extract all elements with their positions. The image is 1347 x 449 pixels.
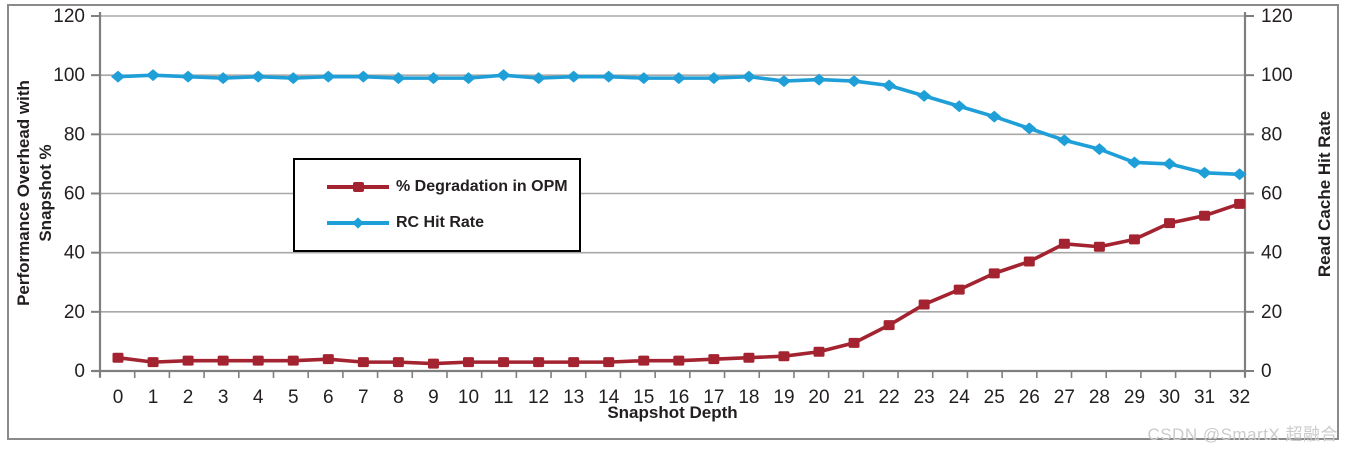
svg-text:21: 21 bbox=[843, 387, 864, 408]
svg-text:18: 18 bbox=[738, 387, 759, 408]
svg-text:30: 30 bbox=[1159, 387, 1180, 408]
svg-text:0: 0 bbox=[1261, 361, 1272, 382]
svg-text:25: 25 bbox=[984, 387, 1005, 408]
svg-text:40: 40 bbox=[64, 243, 85, 264]
axes bbox=[92, 12, 1247, 377]
svg-text:11: 11 bbox=[494, 387, 514, 408]
svg-text:10: 10 bbox=[458, 387, 479, 408]
svg-text:3: 3 bbox=[218, 387, 229, 408]
svg-text:22: 22 bbox=[879, 387, 900, 408]
svg-text:2: 2 bbox=[183, 387, 194, 408]
legend-label-degradation-in-opm: % Degradation in OPM bbox=[396, 178, 568, 195]
svg-text:120: 120 bbox=[53, 6, 85, 27]
legend: % Degradation in OPM RC Hit Rate bbox=[293, 158, 581, 252]
gridlines bbox=[100, 15, 1245, 313]
svg-text:60: 60 bbox=[1261, 184, 1282, 205]
svg-text:20: 20 bbox=[1261, 302, 1282, 323]
svg-text:14: 14 bbox=[598, 387, 620, 408]
svg-text:17: 17 bbox=[703, 387, 724, 408]
svg-text:100: 100 bbox=[53, 65, 85, 86]
svg-text:12: 12 bbox=[528, 387, 549, 408]
svg-text:1: 1 bbox=[148, 387, 159, 408]
svg-text:29: 29 bbox=[1124, 387, 1145, 408]
series-degradation-in-opm bbox=[112, 198, 1246, 369]
svg-text:24: 24 bbox=[949, 387, 971, 408]
legend-label-rc-hit-rate: RC Hit Rate bbox=[396, 214, 485, 231]
x-axis-title: Snapshot Depth bbox=[607, 403, 738, 422]
svg-text:32: 32 bbox=[1229, 387, 1250, 408]
x-tick-labels: 0 1 2 3 4 5 6 7 8 9 10 11 12 13 14 15 16 17 18 19 20 21 22 23 24… bbox=[99, 371, 1250, 408]
svg-text:80: 80 bbox=[64, 124, 85, 145]
svg-text:20: 20 bbox=[808, 387, 829, 408]
svg-text:0: 0 bbox=[74, 361, 85, 382]
svg-text:20: 20 bbox=[64, 302, 85, 323]
svg-text:0: 0 bbox=[113, 387, 124, 408]
square-marker-icon bbox=[327, 180, 389, 194]
legend-item-rc-hit-rate: RC Hit Rate bbox=[327, 214, 579, 232]
svg-text:26: 26 bbox=[1019, 387, 1040, 408]
svg-text:15: 15 bbox=[633, 387, 654, 408]
svg-text:31: 31 bbox=[1194, 387, 1215, 408]
svg-text:27: 27 bbox=[1054, 387, 1075, 408]
watermark: CSDN @SmartX 超融合 bbox=[1147, 425, 1338, 444]
legend-item-degradation-in-opm: % Degradation in OPM bbox=[327, 178, 579, 196]
svg-text:60: 60 bbox=[64, 184, 85, 205]
svg-text:100: 100 bbox=[1261, 65, 1293, 86]
svg-text:40: 40 bbox=[1261, 243, 1282, 264]
svg-text:5: 5 bbox=[288, 387, 299, 408]
svg-text:8: 8 bbox=[393, 387, 404, 408]
svg-text:19: 19 bbox=[773, 387, 794, 408]
series-rc-hit-rate bbox=[111, 69, 1247, 181]
svg-text:6: 6 bbox=[323, 387, 334, 408]
y-axis-title-right: Read Cache Hit Rate bbox=[1315, 110, 1334, 278]
svg-text:7: 7 bbox=[358, 387, 369, 408]
svg-text:9: 9 bbox=[428, 387, 439, 408]
y-tick-labels: 0 0 20 20 40 40 60 60 80 80 100 100 120 120 bbox=[53, 6, 1292, 382]
figure-border bbox=[7, 4, 1339, 440]
svg-text:16: 16 bbox=[668, 387, 689, 408]
svg-text:80: 80 bbox=[1261, 124, 1282, 145]
diamond-marker-icon bbox=[327, 216, 389, 230]
svg-text:23: 23 bbox=[914, 387, 935, 408]
svg-text:13: 13 bbox=[563, 387, 584, 408]
y-axis-title-left: Performance Overhead with Snapshot % bbox=[14, 80, 56, 306]
svg-text:120: 120 bbox=[1261, 6, 1293, 27]
svg-text:4: 4 bbox=[253, 387, 264, 408]
svg-text:28: 28 bbox=[1089, 387, 1110, 408]
